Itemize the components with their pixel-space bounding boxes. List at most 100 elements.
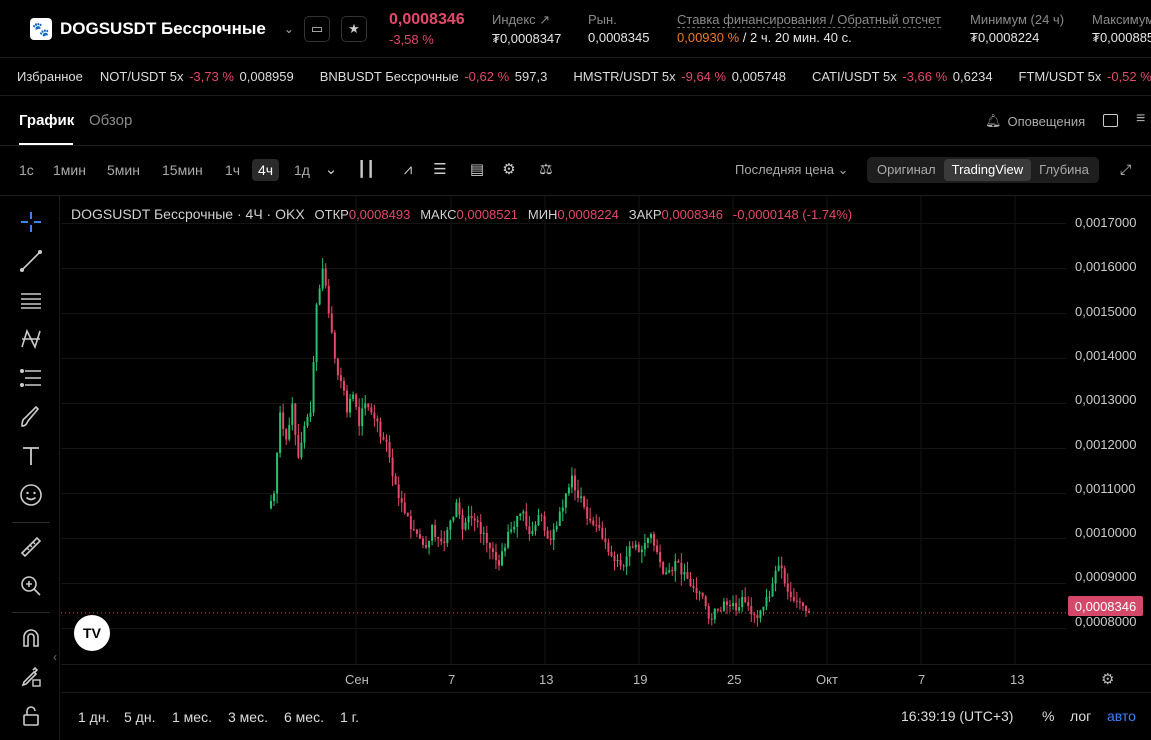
view-original[interactable]: Оригинал: [877, 162, 936, 177]
chevron-down-icon[interactable]: ⌄: [283, 22, 294, 36]
view-tradingview[interactable]: TradingView: [943, 159, 1032, 181]
candle-body: [425, 544, 428, 548]
candle-body: [528, 526, 531, 534]
tab-chart[interactable]: График: [19, 112, 75, 129]
candle-body: [443, 541, 446, 543]
candle-body: [333, 332, 336, 359]
settings-gear-icon[interactable]: ⚙: [502, 161, 516, 178]
candle-body: [315, 304, 318, 363]
candle-body: [622, 565, 625, 567]
symbol-selector[interactable]: 🐾 DOGSUSDT Бессрочные ⌄: [30, 18, 294, 40]
candle-body: [732, 602, 735, 606]
horizontal-lines-icon[interactable]: [17, 286, 45, 314]
bottom-bar: 1 дн. 5 дн. 1 мес. 3 мес. 6 мес. 1 г. 16…: [61, 692, 1151, 740]
drawing-toolbar: [0, 196, 60, 740]
candlestick-chart[interactable]: [61, 196, 1151, 664]
external-link-icon[interactable]: ↗: [539, 12, 551, 27]
calendar-icon[interactable]: ▤: [469, 161, 485, 178]
layout-icon[interactable]: [1103, 114, 1118, 127]
collapse-toolbar-icon[interactable]: ‹: [53, 650, 57, 664]
candle-body: [792, 597, 795, 601]
candle-body: [777, 565, 780, 571]
zoom-in-icon[interactable]: [17, 572, 45, 600]
timeframe-5m[interactable]: 5мин: [107, 162, 140, 178]
timeframe-1d[interactable]: 1д: [294, 162, 310, 178]
funding-label: Ставка финансирования / Обратный отсчет: [677, 12, 941, 28]
menu-icon[interactable]: ≡: [1136, 110, 1146, 127]
open-value: 0,0008493: [348, 207, 411, 222]
timeframe-1h[interactable]: 1ч: [225, 162, 241, 178]
candle-body: [501, 551, 504, 566]
timeframe-15m[interactable]: 15мин: [162, 162, 203, 178]
axis-settings-gear-icon[interactable]: ⚙: [1101, 671, 1115, 688]
tab-overview[interactable]: Обзор: [89, 112, 133, 129]
log-toggle[interactable]: лог: [1070, 708, 1092, 724]
brush-icon[interactable]: [17, 403, 45, 431]
funding-countdown: / 2 ч. 20 мин. 40 с.: [742, 30, 852, 45]
trendline-icon[interactable]: [17, 247, 45, 275]
candlestick-icon[interactable]: ┃┃: [356, 161, 376, 178]
price-type-select[interactable]: Последняя цена ⌄: [735, 162, 849, 177]
scale-icon[interactable]: ⚖: [539, 161, 553, 178]
candle-body: [628, 546, 631, 557]
dogs-logo-icon: 🐾: [30, 18, 52, 40]
pattern-icon[interactable]: [17, 325, 45, 353]
candle-body: [434, 525, 437, 538]
timeframe-1s[interactable]: 1с: [19, 162, 34, 178]
ticker-item[interactable]: FTM/USDT 5x -0,52 %: [1019, 69, 1151, 84]
range-1m[interactable]: 1 мес.: [172, 709, 212, 725]
funding-stat[interactable]: Ставка финансирования / Обратный отсчет …: [677, 12, 941, 45]
range-1d[interactable]: 1 дн.: [78, 709, 110, 725]
text-icon[interactable]: [17, 442, 45, 470]
candle-body: [373, 412, 376, 419]
candle-body: [452, 517, 455, 521]
candle-body: [680, 562, 683, 575]
tradingview-logo-icon[interactable]: TV: [74, 615, 110, 651]
expand-icon[interactable]: ⤢: [1120, 161, 1132, 177]
candle-body: [288, 425, 291, 440]
chart-area[interactable]: DOGSUSDT Бессрочные · 4Ч · OKX ОТКР0,000…: [61, 196, 1151, 664]
x-tick: Окт: [816, 672, 838, 687]
alerts-button[interactable]: 🔔︎ Оповещения: [985, 113, 1085, 129]
legend-title: DOGSUSDT Бессрочные · 4Ч · OKX: [71, 206, 305, 222]
ticker-item[interactable]: CATI/USDT 5x -3,66 % 0,6234: [812, 69, 993, 84]
indicators-icon[interactable]: ⩘: [403, 161, 413, 178]
candle-body: [470, 516, 473, 519]
candle-body: [805, 606, 807, 611]
emoji-icon[interactable]: [17, 481, 45, 509]
clock-timezone[interactable]: 16:39:19 (UTC+3): [901, 708, 1014, 724]
fib-icon[interactable]: [17, 364, 45, 392]
magnet-icon[interactable]: [17, 624, 45, 652]
auto-toggle[interactable]: авто: [1107, 708, 1136, 724]
list-icon[interactable]: ☰: [433, 161, 447, 178]
view-depth[interactable]: Глубина: [1039, 162, 1089, 177]
candle-body: [494, 552, 497, 561]
ticker-item[interactable]: HMSTR/USDT 5x -9,64 % 0,005748: [573, 69, 786, 84]
candle-body: [391, 457, 394, 477]
candle-body: [327, 285, 330, 314]
open-label: ОТКР: [314, 207, 349, 222]
range-3m[interactable]: 3 мес.: [228, 709, 268, 725]
candle-body: [692, 586, 695, 588]
percent-toggle[interactable]: %: [1042, 708, 1055, 724]
favorites-label[interactable]: Избранное: [17, 69, 83, 84]
timeframe-1m[interactable]: 1мин: [53, 162, 86, 178]
range-5d[interactable]: 5 дн.: [124, 709, 156, 725]
crosshair-icon[interactable]: [17, 208, 45, 236]
ticker-item[interactable]: BNBUSDT Бессрочные -0,62 % 597,3: [320, 69, 548, 84]
chevron-down-icon[interactable]: ⌄: [324, 161, 338, 178]
book-icon[interactable]: ▭: [304, 16, 330, 42]
candle-body: [394, 476, 397, 485]
lock-icon[interactable]: [17, 702, 45, 730]
timeframe-4h[interactable]: 4ч: [252, 159, 280, 181]
lock-drawings-icon[interactable]: [17, 663, 45, 691]
candle-body: [488, 543, 491, 549]
ticker-item[interactable]: NOT/USDT 5x -3,73 % 0,008959: [100, 69, 294, 84]
time-axis[interactable]: Сен 7 13 19 25 Окт 7 13: [61, 664, 1151, 692]
ruler-icon[interactable]: [17, 533, 45, 561]
candle-body: [795, 600, 798, 602]
star-icon[interactable]: ★: [341, 16, 367, 42]
range-6m[interactable]: 6 мес.: [284, 709, 324, 725]
range-1y[interactable]: 1 г.: [340, 709, 359, 725]
close-label: ЗАКР: [628, 207, 662, 222]
